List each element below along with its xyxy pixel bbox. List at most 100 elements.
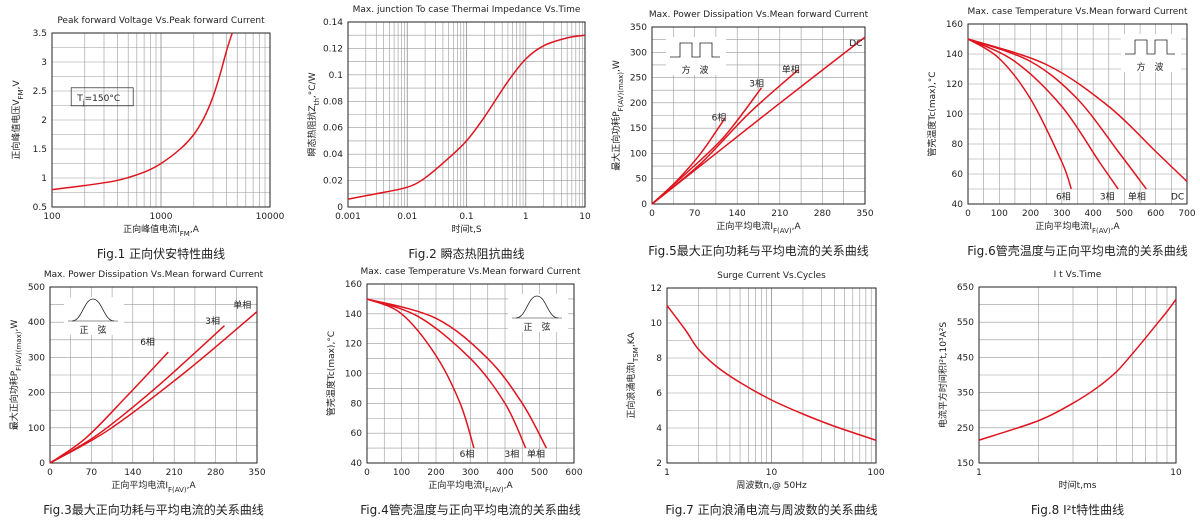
y-tick-label: 0.06	[323, 124, 343, 134]
waveform-label: 正 弦	[79, 324, 106, 336]
y-tick-label: 2	[41, 116, 47, 126]
x-tick-label: 210	[771, 209, 788, 219]
x-tick-label: 0	[47, 468, 53, 478]
series-label: 单相	[233, 299, 251, 311]
y-tick-label: 0.12	[323, 44, 343, 54]
y-tick-label: 200	[630, 99, 647, 109]
x-tick-label: 1000	[150, 212, 173, 222]
series-label: 单相	[782, 64, 800, 76]
x-axis-label: 正向峰值电流IFM,A	[123, 223, 200, 238]
x-tick-label: 400	[496, 468, 513, 478]
chart-title: I t Vs.Time	[1054, 270, 1102, 280]
y-tick-label: 60	[351, 429, 363, 439]
grid	[666, 287, 876, 464]
x-tick-label: 280	[207, 468, 224, 478]
x-tick-label: 0	[965, 209, 971, 219]
x-tick-label: 600	[565, 468, 582, 478]
figure-caption: Fig.6管壳温度与正向平均电流的关系曲线	[967, 244, 1188, 258]
x-tick-label: 400	[1085, 209, 1102, 219]
y-tick-label: 100	[345, 370, 362, 380]
series-line	[49, 351, 169, 464]
plot-frame	[666, 287, 877, 464]
y-axis-label: 最大正向功耗PF(AV)(max),W	[610, 60, 625, 171]
grid	[347, 21, 585, 208]
y-tick-label: 250	[957, 424, 974, 434]
series-line	[651, 117, 726, 205]
x-tick-label: 70	[689, 209, 701, 219]
series-line	[967, 38, 1119, 190]
chart-title: Surge Current Vs.Cycles	[717, 271, 826, 281]
y-tick-label: 12	[651, 284, 662, 294]
chart-title: Max. case Temperature Vs.Mean forward Cu…	[967, 7, 1187, 17]
series-line	[666, 305, 877, 441]
y-tick-label: 2	[656, 459, 662, 469]
y-tick-label: 100	[28, 424, 45, 434]
series-line	[366, 298, 475, 449]
series-line	[347, 34, 586, 200]
square-wave-icon: 方 波	[1121, 34, 1181, 73]
sine-wave-shape	[71, 298, 115, 322]
x-tick-label: 350	[856, 209, 873, 219]
y-tick-label: 120	[946, 80, 963, 90]
x-tick-label: 0.01	[397, 212, 417, 222]
y-tick-label: 300	[28, 353, 45, 363]
y-axis-label: 最大正向功耗PF(AV)(max),W	[8, 320, 23, 431]
y-tick-label: 0.14	[323, 18, 343, 28]
icon-bg	[64, 297, 124, 335]
series-line	[49, 311, 258, 464]
x-axis-label: 正向平均电流IF(AV),A	[1035, 220, 1120, 235]
chart-title: Peak forward Voltage Vs.Peak forward Cur…	[57, 16, 265, 26]
series-line	[366, 298, 527, 449]
x-tick-label: 10	[1170, 468, 1182, 478]
waveform-label: 方 波	[1136, 61, 1163, 73]
y-tick-label: 0.02	[323, 177, 343, 187]
grid	[967, 23, 1188, 205]
plot-frame	[651, 26, 866, 205]
x-tick-label: 10	[766, 468, 778, 478]
grid	[651, 26, 866, 205]
sine-wave-icon: 正 弦	[508, 294, 568, 333]
series-label: 3相	[1100, 191, 1115, 203]
y-tick-label: 200	[28, 389, 45, 399]
grid	[51, 32, 270, 208]
y-tick-label: 10	[651, 319, 663, 329]
plot-frame	[51, 32, 271, 208]
x-tick-label: 300	[462, 468, 479, 478]
figure-caption: Fig.7 正向浪涌电流与周波数的关系曲线	[665, 503, 878, 517]
y-tick-label: 0.08	[323, 97, 343, 107]
x-axis-label: 周波数n,@ 50Hz	[736, 479, 807, 491]
plot-frame	[967, 23, 1188, 205]
sine-wave-icon: 正 弦	[64, 297, 124, 336]
series-label: DC	[849, 39, 862, 49]
figure-caption: Fig.4管壳温度与正向平均电流的关系曲线	[360, 503, 581, 517]
x-tick-label: 100	[867, 468, 884, 478]
x-tick-label: 500	[1116, 209, 1133, 219]
x-axis-label: 时间t,ms	[1059, 479, 1097, 491]
icon-bg	[666, 37, 726, 75]
series-label: 3相	[749, 78, 764, 90]
plot-frame	[366, 283, 575, 464]
series-line	[651, 87, 763, 205]
y-tick-label: 60	[952, 170, 964, 180]
x-tick-label: 700	[1178, 209, 1195, 219]
x-tick-label: 140	[729, 209, 746, 219]
y-tick-label: 100	[946, 110, 963, 120]
x-tick-label: 280	[814, 209, 831, 219]
figure-caption: Fig.1 正向伏安特性曲线	[96, 247, 226, 261]
y-tick-label: 8	[656, 354, 662, 364]
y-tick-label: 500	[28, 283, 45, 293]
y-axis-label: 正向峰值电压VFM,V	[10, 80, 25, 160]
y-tick-label: 650	[957, 283, 974, 293]
x-tick-label: 200	[1022, 209, 1039, 219]
y-tick-label: 2.5	[33, 87, 47, 97]
y-tick-label: 6	[656, 389, 662, 399]
icon-bg	[1121, 34, 1181, 72]
x-tick-label: 200	[427, 468, 444, 478]
y-tick-label: 80	[351, 399, 363, 409]
series-line	[651, 69, 799, 205]
y-tick-label: 140	[345, 310, 362, 320]
grid	[49, 286, 258, 464]
y-tick-label: 160	[946, 20, 963, 30]
series-label: 6相	[1056, 191, 1071, 203]
series-line	[366, 298, 548, 449]
